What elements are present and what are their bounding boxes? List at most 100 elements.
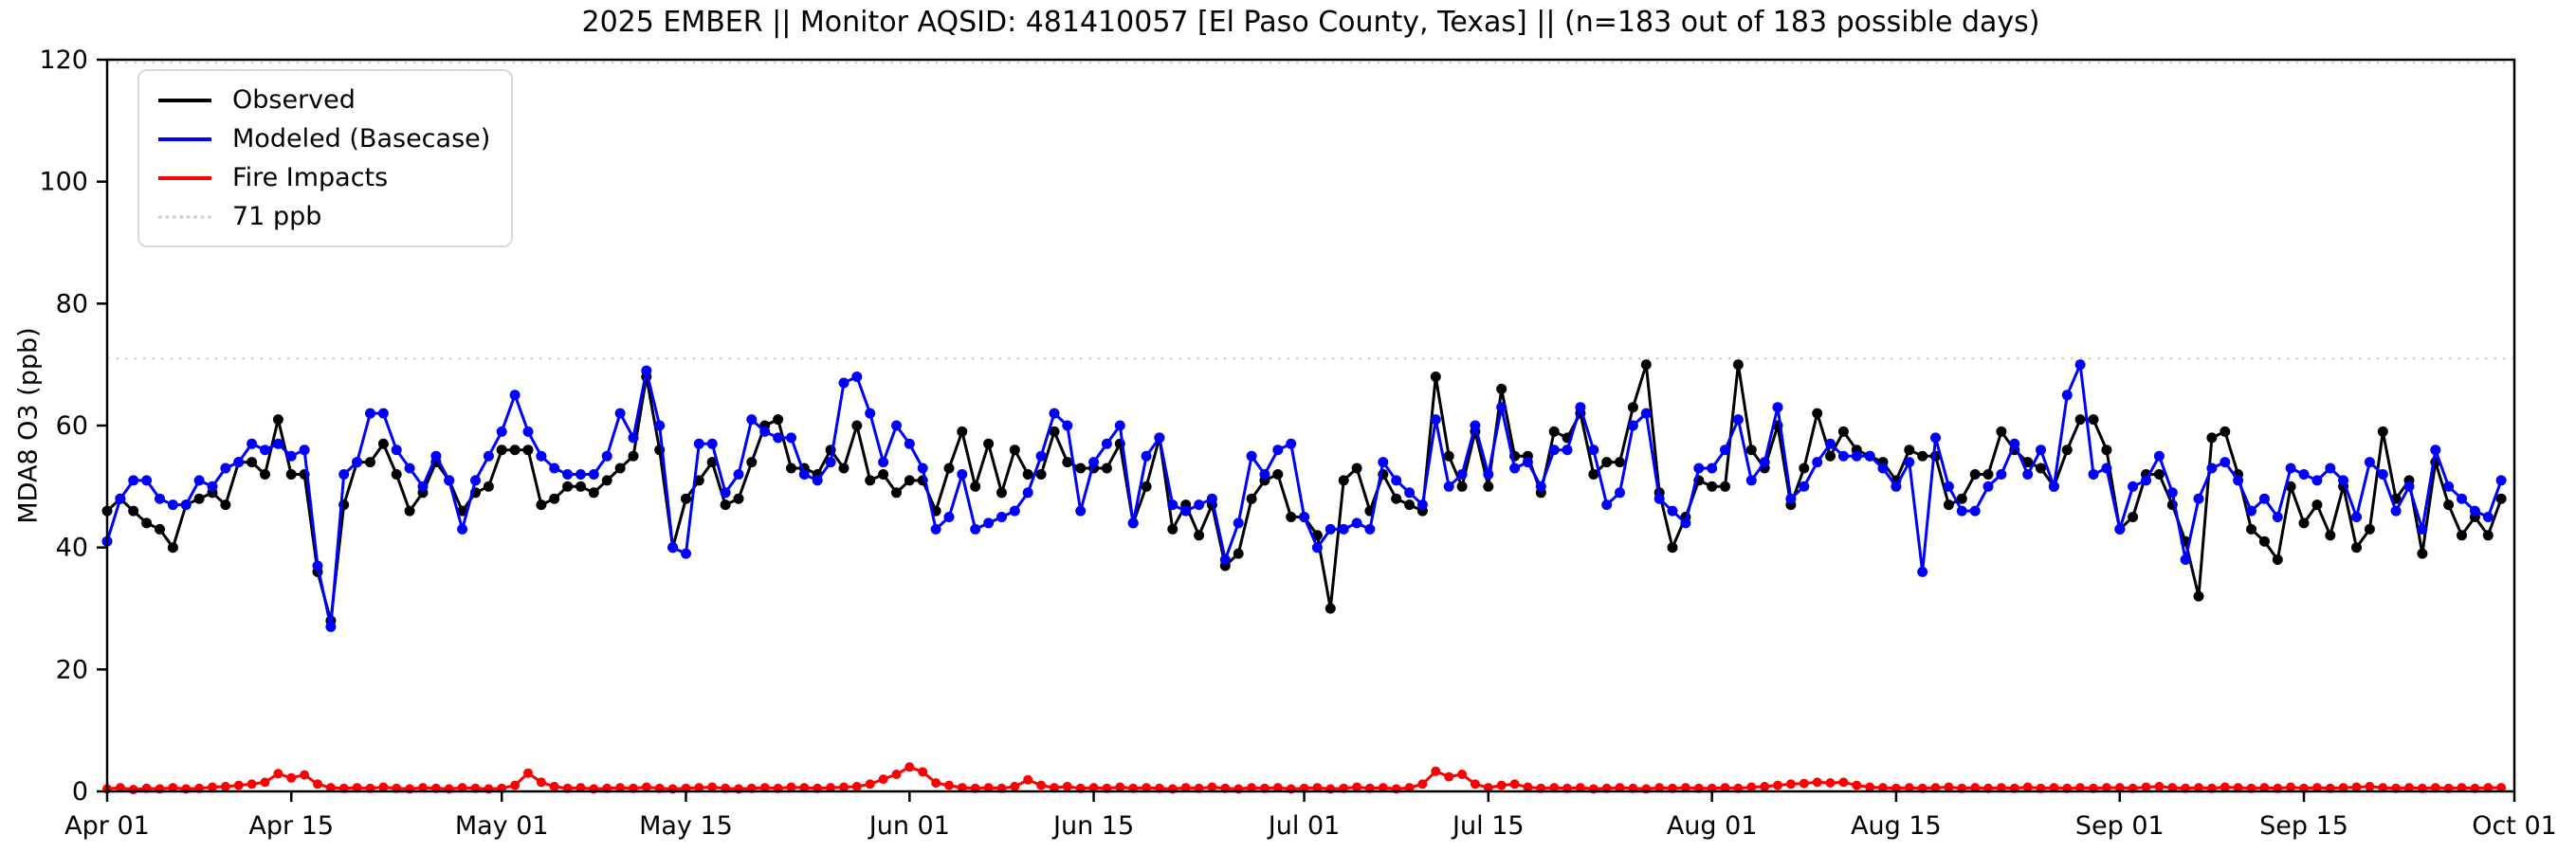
data-point-observed (1167, 523, 1178, 535)
data-point-observed (1825, 450, 1836, 462)
data-point-observed (1799, 463, 1810, 474)
data-point-observed (155, 523, 165, 535)
data-point-fire (1680, 783, 1690, 793)
data-point-modeled (1996, 469, 2007, 480)
data-point-modeled (891, 420, 902, 431)
data-point-fire (2101, 783, 2111, 793)
data-point-fire (208, 782, 217, 792)
data-point-observed (1246, 493, 1257, 504)
data-point-observed (2206, 432, 2218, 444)
legend-item-modeled: Modeled (Basecase) (158, 119, 490, 158)
data-point-modeled (1364, 523, 1376, 535)
data-point-modeled (1522, 457, 1533, 468)
data-point-modeled (1022, 487, 1033, 499)
data-point-modeled (1483, 469, 1494, 480)
data-point-modeled (1904, 457, 1915, 468)
data-point-modeled (470, 475, 481, 486)
data-point-modeled (588, 469, 599, 480)
data-point-modeled (1286, 438, 1297, 449)
legend-label: Fire Impacts (232, 163, 389, 192)
x-tick-label: Oct 01 (2472, 811, 2557, 841)
data-point-modeled (930, 523, 941, 535)
x-tick-label: Apr 15 (248, 811, 334, 841)
data-point-modeled (641, 365, 652, 376)
data-point-modeled (1219, 554, 1231, 565)
data-point-fire (1088, 783, 1099, 793)
data-point-fire (2233, 783, 2243, 793)
data-point-fire (904, 762, 915, 772)
chart-title: 2025 EMBER || Monitor AQSID: 481410057 [… (581, 6, 2040, 39)
data-point-fire (352, 783, 362, 793)
data-point-modeled (2074, 359, 2086, 371)
data-point-fire (1115, 782, 1125, 792)
data-point-modeled (1969, 505, 1981, 517)
data-point-fire (2049, 783, 2059, 793)
data-point-observed (1443, 450, 1454, 462)
data-point-observed (706, 457, 718, 468)
data-point-modeled (1180, 505, 1192, 517)
data-point-modeled (1653, 493, 1665, 504)
data-point-fire (1062, 781, 1072, 791)
data-point-modeled (2022, 469, 2034, 480)
x-tick-label: Jul 15 (1451, 811, 1525, 841)
data-point-modeled (1548, 445, 1560, 456)
data-point-fire (1142, 783, 1152, 793)
data-point-modeled (1378, 457, 1389, 468)
data-point-fire (313, 779, 322, 789)
data-point-observed (1009, 445, 1020, 456)
legend-label: 71 ppb (232, 202, 322, 231)
data-point-modeled (1943, 481, 1954, 492)
data-point-observed (1969, 469, 1981, 480)
data-point-observed (2351, 542, 2362, 554)
data-point-observed (891, 487, 902, 499)
data-point-modeled (1640, 408, 1652, 419)
data-point-fire (1207, 782, 1217, 792)
x-tick-label: Jul 01 (1267, 811, 1341, 841)
x-tick-label: Aug 01 (1667, 811, 1758, 841)
legend-item-threshold: 71 ppb (158, 197, 490, 236)
data-point-observed (404, 505, 415, 517)
data-point-modeled (693, 438, 704, 449)
data-point-observed (904, 475, 915, 486)
data-point-observed (1943, 499, 1954, 511)
data-point-modeled (141, 475, 153, 486)
data-point-modeled (1311, 542, 1323, 554)
data-point-fire (1812, 777, 1822, 788)
data-point-observed (746, 457, 758, 468)
data-point-modeled (115, 493, 126, 504)
data-point-modeled (272, 438, 283, 449)
data-point-modeled (1732, 414, 1744, 426)
data-point-observed (522, 445, 534, 456)
data-point-modeled (1299, 512, 1310, 522)
data-point-fire (220, 781, 230, 791)
data-point-fire (1483, 783, 1493, 793)
data-point-fire (2114, 783, 2125, 793)
data-point-observed (2285, 481, 2296, 492)
data-point-modeled (1575, 402, 1586, 413)
data-point-modeled (1127, 517, 1139, 529)
data-point-observed (509, 445, 521, 456)
data-point-fire (286, 772, 297, 783)
data-point-modeled (1851, 450, 1862, 462)
data-point-fire (641, 782, 651, 792)
data-point-modeled (2141, 475, 2151, 486)
data-point-fire (1904, 783, 1914, 793)
data-point-observed (2036, 463, 2046, 474)
data-point-observed (1338, 475, 1349, 486)
data-point-modeled (285, 450, 297, 462)
data-point-modeled (2482, 512, 2494, 522)
data-point-fire (2259, 783, 2270, 793)
data-point-modeled (1404, 487, 1416, 499)
data-point-modeled (746, 414, 758, 426)
data-point-observed (2258, 535, 2270, 547)
data-point-modeled (1825, 438, 1836, 449)
data-point-modeled (2338, 475, 2349, 486)
data-point-fire (1944, 782, 1954, 792)
data-point-observed (1483, 481, 1494, 492)
data-point-observed (549, 493, 560, 504)
data-point-fire (1773, 780, 1782, 790)
data-point-fire (891, 770, 902, 779)
data-point-modeled (1759, 457, 1770, 468)
data-point-modeled (1062, 420, 1073, 431)
